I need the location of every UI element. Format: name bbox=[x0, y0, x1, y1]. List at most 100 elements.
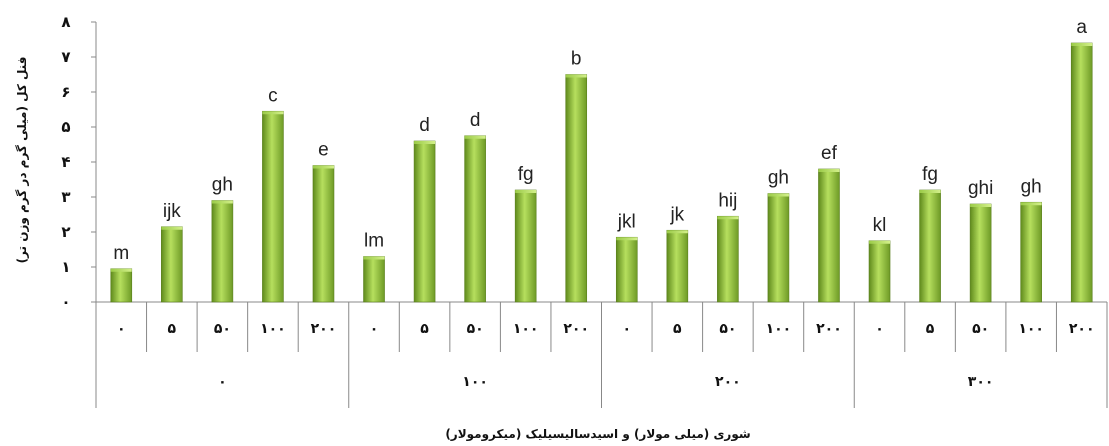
bar-top bbox=[869, 240, 891, 244]
bar bbox=[615, 236, 638, 303]
bar-data-label: gh bbox=[212, 175, 233, 196]
bar-top bbox=[616, 237, 638, 241]
bar-body bbox=[363, 256, 385, 303]
x-tick-label: ۱۰۰ bbox=[766, 321, 792, 337]
bar-data-label: kl bbox=[873, 215, 887, 236]
bar-top bbox=[161, 226, 183, 230]
bar-data-label: a bbox=[1076, 17, 1087, 38]
bar bbox=[110, 268, 133, 303]
x-tick-label: ۵ bbox=[420, 321, 429, 337]
bar-body bbox=[919, 189, 941, 303]
x-tick-label: ۲۰۰ bbox=[563, 321, 589, 337]
x-tick-label: ۲۰۰ bbox=[816, 321, 842, 337]
bar-body bbox=[767, 193, 790, 303]
bar-body bbox=[1020, 201, 1042, 303]
x-tick-label: ۲۰۰ bbox=[311, 321, 337, 337]
bar-top bbox=[1020, 202, 1042, 206]
bar-data-label: lm bbox=[364, 231, 384, 252]
bar-top bbox=[818, 169, 840, 172]
y-tick-label: ۶ bbox=[61, 83, 70, 101]
y-axis-title: فنل کل (میلی گرم در گرم وزن تر) bbox=[15, 57, 30, 264]
bar-body bbox=[818, 168, 840, 303]
x-tick-label: ۵۰ bbox=[972, 321, 989, 337]
bar bbox=[919, 189, 941, 303]
x-tick-label: ۵۰ bbox=[214, 321, 231, 337]
bar-top bbox=[919, 190, 941, 193]
bar-top bbox=[110, 268, 132, 272]
chart-data-labels: m ijk gh c e lm d d fg b jkl jk hij gh ef kl fg ghi gh a bbox=[113, 17, 1087, 264]
bar bbox=[1020, 201, 1042, 303]
x-tick-label: ۵ bbox=[673, 321, 682, 337]
bar-body bbox=[565, 74, 588, 303]
bar-top bbox=[666, 230, 688, 234]
chart-x-ticks: ۰ ۵ ۵۰ ۱۰۰ ۲۰۰ ۰ ۰ ۵ ۵۰ ۱۰۰ ۲۰۰ ۱۰۰ ۰ ۵ ۵۰ ۱۰۰ ۲۰۰ ۲۰۰ ۰ ۵ ۵… bbox=[117, 321, 1095, 390]
group-label: ۳۰۰ bbox=[968, 374, 994, 390]
bar-body bbox=[1070, 42, 1093, 303]
bar-body bbox=[262, 110, 284, 303]
bar bbox=[413, 140, 436, 303]
x-tick-label: ۱۰۰ bbox=[513, 321, 539, 337]
y-tick-label: ۸ bbox=[61, 13, 70, 31]
bar-data-label: fg bbox=[922, 164, 938, 185]
bar-data-label: d bbox=[470, 110, 481, 131]
y-tick-label: ۴ bbox=[61, 153, 70, 171]
y-tick-label: ۰ bbox=[61, 293, 70, 311]
bar-top bbox=[717, 216, 739, 220]
bar-top bbox=[767, 193, 789, 197]
bar bbox=[363, 256, 385, 303]
x-tick-label: ۰ bbox=[623, 321, 632, 337]
bar-body bbox=[868, 240, 891, 303]
bar-body bbox=[413, 140, 436, 303]
bar-body bbox=[717, 215, 739, 303]
y-tick-label: ۷ bbox=[61, 48, 70, 66]
bar-top bbox=[211, 200, 233, 204]
bar-top bbox=[515, 190, 537, 193]
group-label: ۰ bbox=[218, 374, 227, 390]
bar-data-label: ef bbox=[821, 143, 838, 164]
x-tick-label: ۲۰۰ bbox=[1069, 321, 1095, 337]
bar bbox=[565, 74, 588, 303]
bar-top bbox=[464, 135, 486, 139]
bar-body bbox=[615, 236, 638, 303]
x-tick-label: ۰ bbox=[370, 321, 379, 337]
bar bbox=[818, 168, 840, 303]
bar bbox=[161, 226, 183, 303]
bar-top bbox=[262, 111, 284, 115]
y-tick-label: ۵ bbox=[61, 118, 70, 136]
bar bbox=[312, 165, 335, 303]
x-tick-label: ۰ bbox=[117, 321, 126, 337]
bar-top bbox=[414, 141, 436, 144]
bar-body bbox=[211, 200, 234, 303]
x-tick-label: ۵ bbox=[926, 321, 935, 337]
bar-data-label: m bbox=[113, 243, 129, 264]
bar-data-label: gh bbox=[1021, 176, 1042, 197]
bar bbox=[767, 193, 790, 303]
bar bbox=[969, 203, 992, 303]
bar-data-label: ijk bbox=[163, 201, 181, 222]
bar-data-label: hij bbox=[718, 190, 737, 211]
bar-data-label: jkl bbox=[617, 211, 636, 232]
y-tick-label: ۱ bbox=[61, 258, 70, 276]
group-label: ۱۰۰ bbox=[462, 374, 488, 390]
bar-data-label: e bbox=[318, 140, 329, 161]
bar bbox=[262, 110, 284, 303]
bar bbox=[666, 229, 689, 303]
bar-top bbox=[363, 256, 385, 260]
bar-data-label: d bbox=[419, 115, 430, 136]
bar-body bbox=[514, 189, 537, 303]
x-tick-label: ۰ bbox=[875, 321, 884, 337]
bar-body bbox=[969, 203, 992, 303]
bar bbox=[514, 189, 537, 303]
bar-data-label: c bbox=[268, 85, 278, 106]
bar bbox=[717, 215, 739, 303]
bar-body bbox=[312, 165, 335, 303]
bar-body bbox=[666, 229, 689, 303]
bar-body bbox=[110, 268, 133, 303]
bar bbox=[1070, 42, 1093, 303]
bar-data-label: gh bbox=[768, 168, 789, 189]
bar-top bbox=[565, 74, 587, 78]
x-tick-label: ۵۰ bbox=[467, 321, 484, 337]
x-tick-label: ۵ bbox=[168, 321, 177, 337]
group-label: ۲۰۰ bbox=[715, 374, 741, 390]
